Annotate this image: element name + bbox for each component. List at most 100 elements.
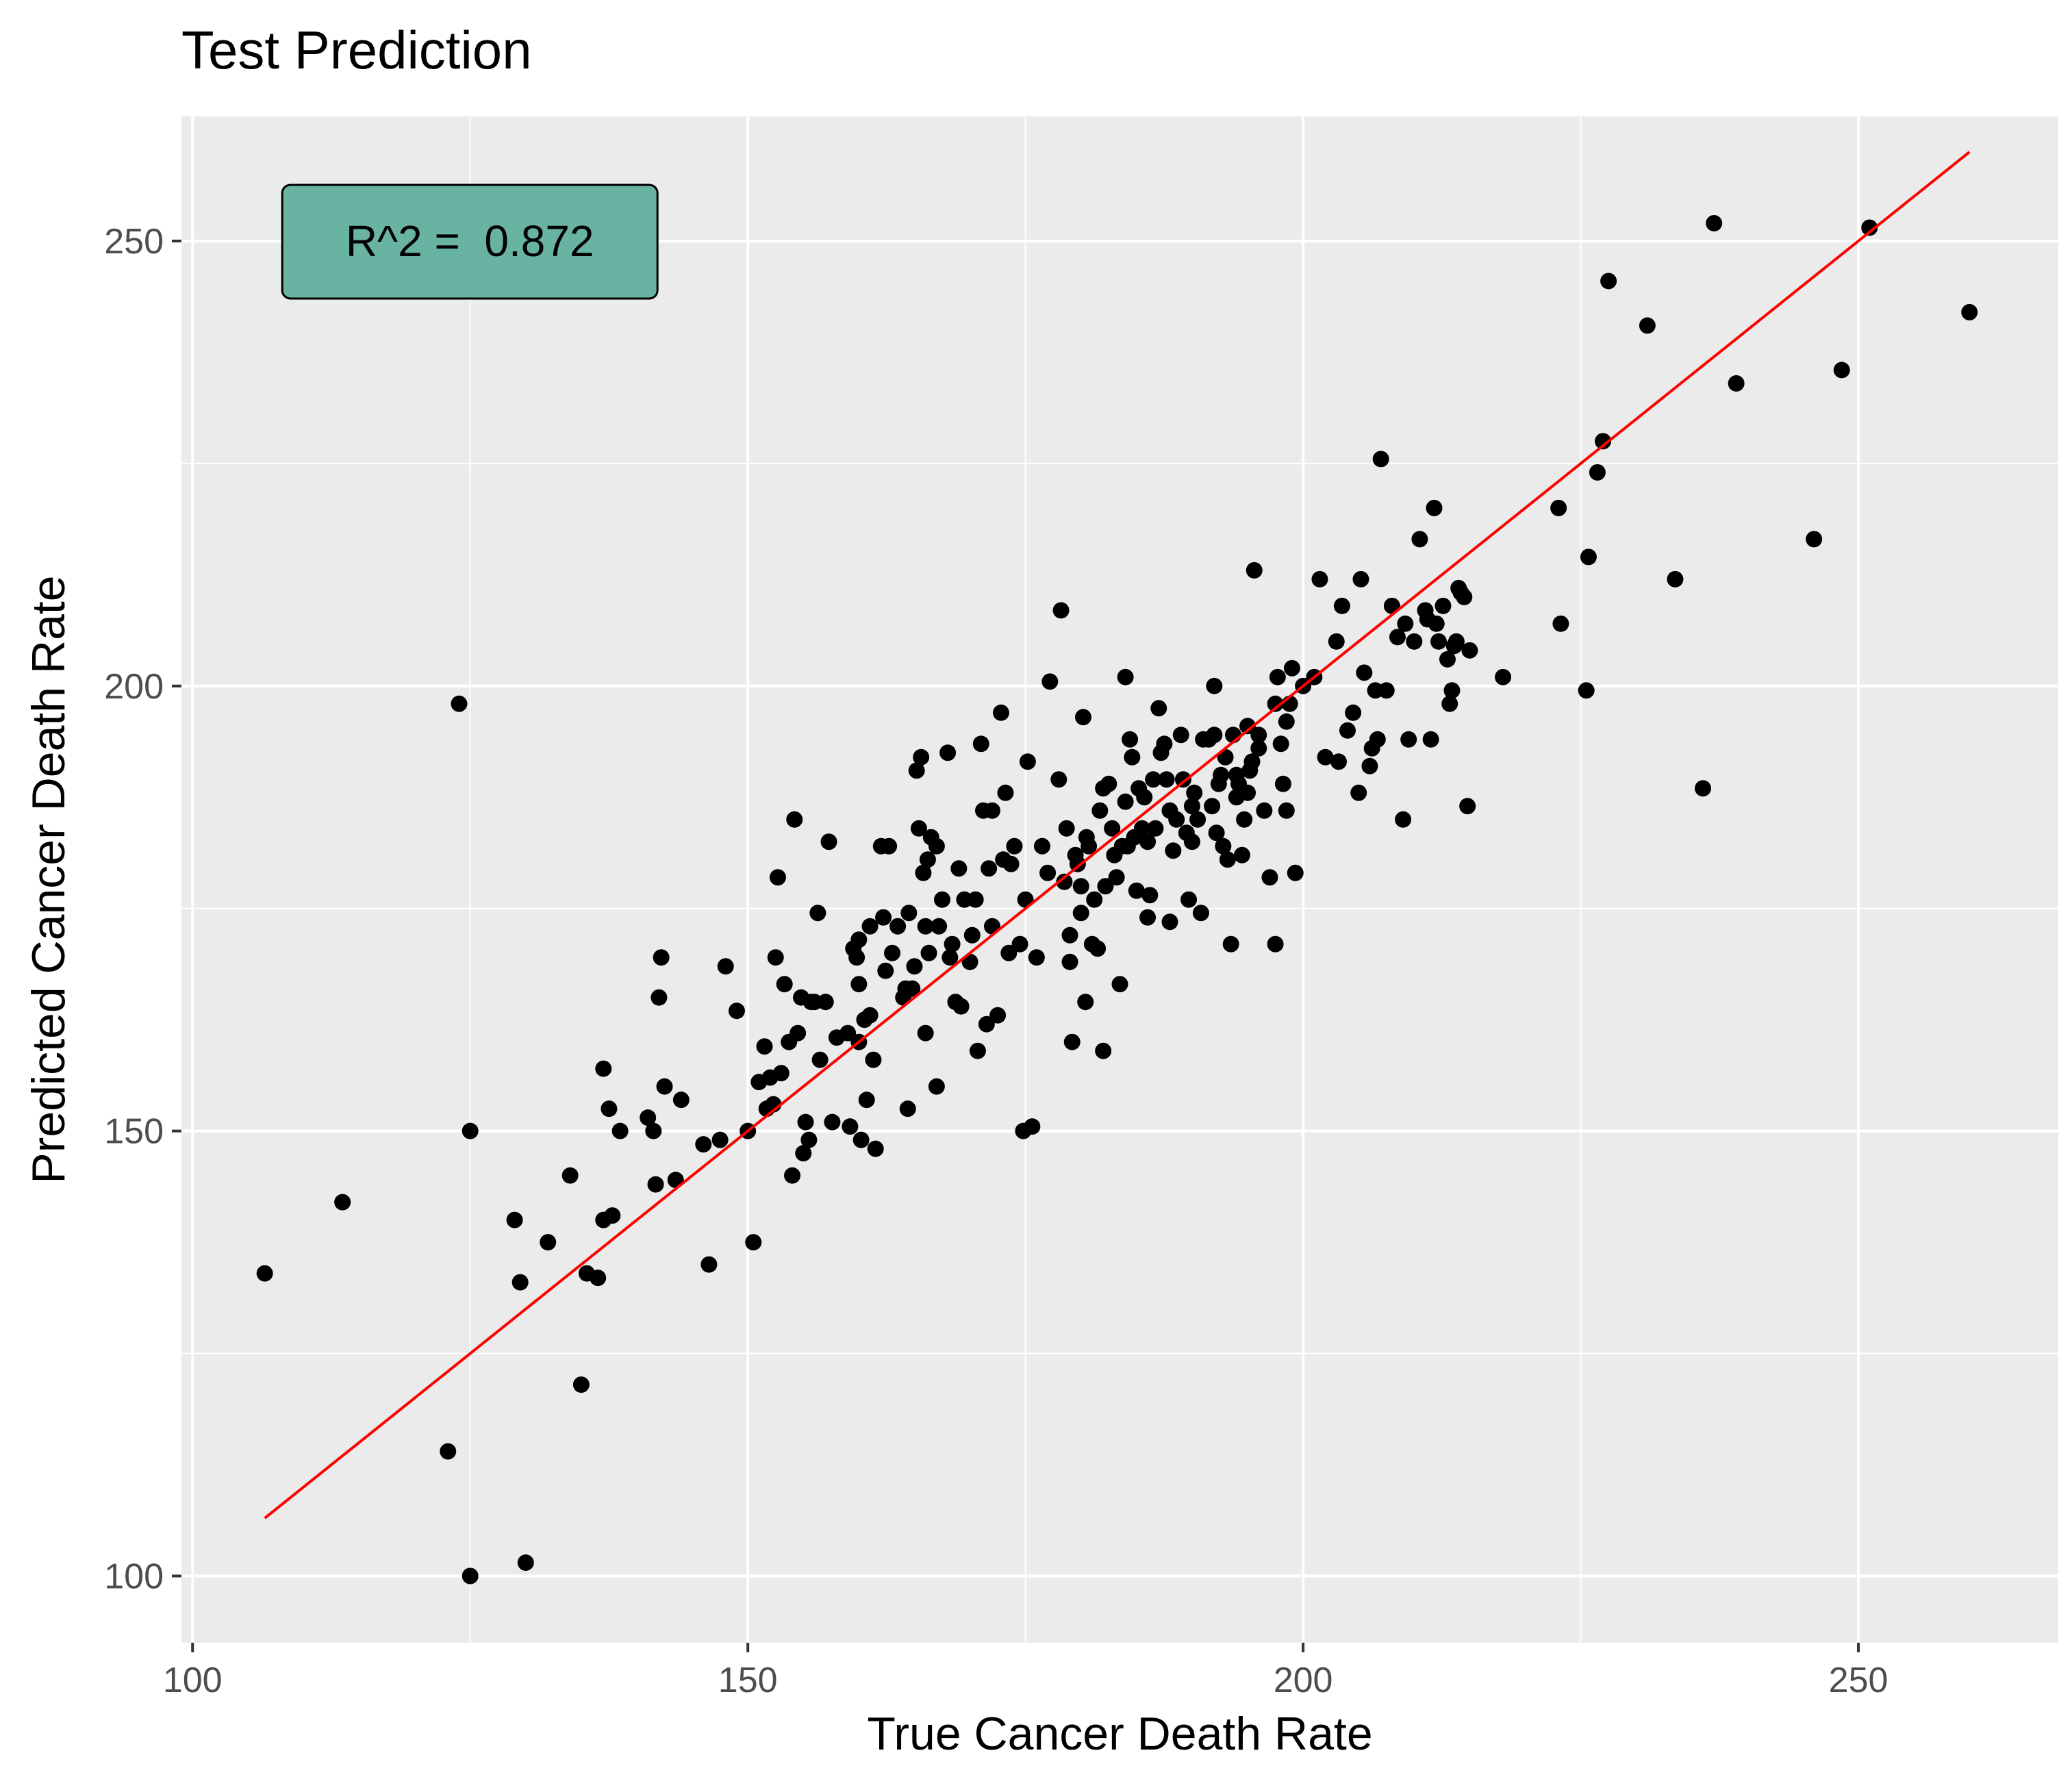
fit-line	[264, 151, 1971, 1519]
data-point	[1063, 1033, 1081, 1050]
data-point	[1236, 811, 1253, 828]
data-point	[1443, 682, 1461, 699]
data-point	[1086, 891, 1103, 908]
data-point	[1006, 837, 1023, 855]
data-point	[1133, 820, 1150, 837]
data-point	[1428, 615, 1445, 632]
chart-title: Test Prediction	[181, 20, 532, 80]
data-point	[728, 1002, 745, 1020]
data-point	[1552, 615, 1569, 632]
data-point	[1589, 464, 1606, 481]
data-point	[1435, 597, 1452, 614]
data-point	[1208, 824, 1225, 842]
data-point	[1061, 953, 1078, 970]
data-points	[256, 214, 1978, 1585]
data-point	[786, 811, 803, 828]
data-point	[950, 860, 968, 877]
data-point	[1430, 633, 1447, 650]
data-point	[1269, 668, 1286, 685]
data-point	[1213, 766, 1230, 783]
data-point	[1439, 651, 1456, 668]
data-point	[1139, 833, 1157, 850]
data-point	[1639, 317, 1656, 334]
data-point	[942, 949, 959, 966]
data-point	[1108, 869, 1125, 886]
data-point	[1124, 748, 1141, 766]
data-point	[1041, 673, 1059, 690]
data-point	[1283, 659, 1300, 677]
data-point	[824, 1113, 841, 1131]
data-point	[1206, 677, 1223, 694]
x-axis-ticks: 100 150 200 250	[163, 1643, 1888, 1700]
data-point	[656, 1078, 673, 1095]
data-point	[1287, 864, 1304, 881]
data-point	[1372, 451, 1389, 468]
data-point	[817, 994, 834, 1011]
x-tick-label: 100	[163, 1661, 223, 1700]
data-point	[1261, 869, 1278, 886]
y-tick-label: 250	[104, 222, 164, 262]
data-point	[1206, 727, 1223, 744]
data-point	[1833, 362, 1850, 379]
data-point	[653, 949, 670, 966]
data-point	[1141, 887, 1159, 904]
data-point	[789, 1024, 807, 1042]
data-point	[1183, 798, 1200, 815]
data-point	[1081, 837, 1098, 855]
data-point	[1058, 820, 1075, 837]
data-point	[967, 891, 984, 908]
data-point	[978, 1015, 995, 1033]
data-point	[784, 1167, 801, 1184]
data-point	[572, 1376, 590, 1393]
data-point	[1172, 727, 1189, 744]
annotation-label: R^2 = 0.872	[346, 216, 594, 266]
data-point	[769, 869, 786, 886]
data-point	[1267, 935, 1284, 952]
data-point	[997, 784, 1014, 801]
data-point	[590, 1270, 607, 1287]
data-point	[700, 1256, 718, 1273]
data-point	[1069, 855, 1086, 872]
y-tick-label: 200	[104, 667, 164, 707]
data-point	[981, 860, 998, 877]
data-point	[1595, 433, 1612, 450]
data-point	[1806, 531, 1823, 548]
data-point	[1311, 570, 1328, 588]
data-point	[900, 905, 918, 922]
data-point	[1239, 718, 1256, 735]
data-point	[1186, 784, 1203, 801]
data-point	[1222, 935, 1239, 952]
data-point	[1395, 811, 1412, 828]
data-point	[1333, 597, 1350, 614]
data-point	[1448, 633, 1465, 650]
data-point	[1246, 562, 1263, 579]
data-point	[969, 1042, 986, 1059]
data-point	[1100, 775, 1117, 792]
data-point	[1156, 735, 1173, 753]
data-point	[1339, 722, 1356, 739]
data-point	[848, 949, 866, 966]
data-point	[1352, 570, 1369, 588]
data-point	[745, 1234, 762, 1251]
data-point	[1961, 303, 1978, 320]
data-point	[1091, 802, 1109, 819]
data-point	[1411, 531, 1428, 548]
data-point	[640, 1109, 657, 1126]
data-point	[1183, 833, 1200, 850]
data-point	[611, 1122, 629, 1139]
data-point	[899, 1100, 916, 1118]
data-point	[1089, 940, 1107, 957]
data-point	[952, 998, 970, 1015]
data-point	[647, 1176, 664, 1193]
data-point	[850, 931, 868, 948]
data-point	[1250, 740, 1267, 757]
data-point	[867, 1140, 884, 1157]
data-point	[1694, 780, 1711, 797]
data-point	[645, 1122, 662, 1139]
data-point	[1074, 709, 1091, 726]
data-point	[451, 695, 468, 712]
r-squared-annotation: R^2 = 0.872	[281, 184, 659, 300]
data-point	[1215, 837, 1232, 855]
data-point	[601, 1100, 618, 1118]
data-point	[1158, 771, 1175, 788]
